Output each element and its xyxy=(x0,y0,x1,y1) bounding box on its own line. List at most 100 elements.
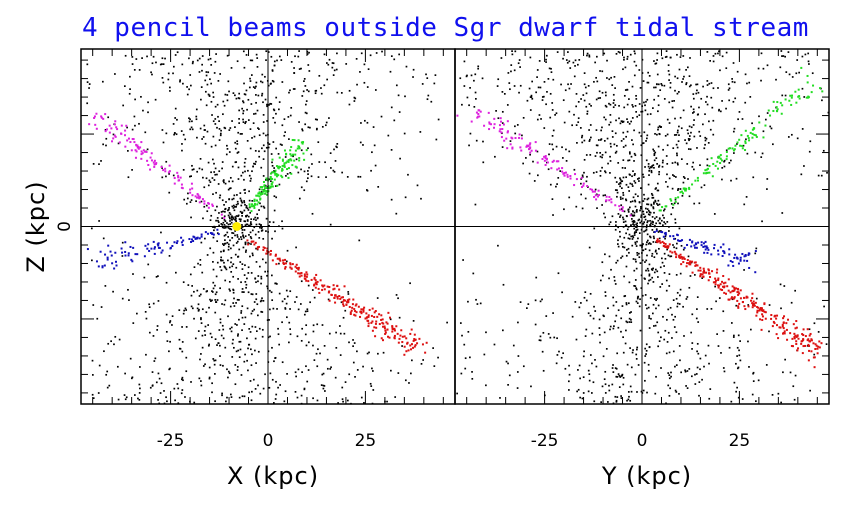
star-point xyxy=(609,142,612,145)
star-point xyxy=(621,166,624,169)
red-beam-point xyxy=(717,277,720,280)
star-point xyxy=(460,372,463,375)
star-point xyxy=(673,175,676,177)
star-point xyxy=(138,399,141,401)
red-beam-point xyxy=(363,306,366,309)
star-point xyxy=(751,393,754,396)
star-point xyxy=(286,316,288,319)
green-beam-point xyxy=(280,169,283,172)
star-point xyxy=(295,296,298,298)
red-beam-point xyxy=(295,267,298,270)
magenta-beam-point xyxy=(125,124,128,127)
green-beam-point xyxy=(289,153,292,156)
star-point xyxy=(596,144,599,147)
blue-beam-point xyxy=(192,240,195,243)
star-point xyxy=(688,85,691,88)
magenta-beam-point xyxy=(198,197,201,200)
blue-beam-point xyxy=(672,235,675,238)
star-point xyxy=(176,118,178,121)
star-point xyxy=(239,197,242,200)
red-beam-point xyxy=(689,263,692,266)
green-beam-point xyxy=(287,159,290,162)
red-beam-point xyxy=(275,263,278,266)
red-beam-point xyxy=(393,327,396,330)
star-point xyxy=(617,226,620,229)
red-beam-point xyxy=(300,271,303,274)
red-beam-point xyxy=(781,325,784,328)
star-point xyxy=(232,216,234,219)
red-beam-point xyxy=(278,258,281,261)
star-point xyxy=(238,238,240,240)
star-point xyxy=(253,308,256,311)
star-point xyxy=(754,151,757,154)
blue-beam-point xyxy=(678,239,681,242)
star-point xyxy=(770,127,773,130)
star-point xyxy=(634,241,637,244)
star-point xyxy=(242,101,245,104)
star-point xyxy=(221,217,223,220)
magenta-beam-point xyxy=(593,190,596,193)
star-point xyxy=(138,383,141,386)
star-point xyxy=(695,317,698,320)
star-point xyxy=(721,166,724,169)
magenta-beam-point xyxy=(105,128,108,131)
star-point xyxy=(552,78,555,81)
star-point xyxy=(300,186,303,189)
star-point xyxy=(616,396,619,398)
star-point xyxy=(645,259,648,262)
red-beam-point xyxy=(348,305,351,308)
red-beam-point xyxy=(727,278,730,281)
star-point xyxy=(674,75,676,78)
star-point xyxy=(188,88,190,91)
star-point xyxy=(535,276,538,279)
red-beam-point xyxy=(771,325,774,328)
star-point xyxy=(675,274,678,276)
red-beam-point xyxy=(403,345,406,348)
star-point xyxy=(317,348,319,351)
star-point xyxy=(272,141,275,143)
star-point xyxy=(232,263,235,265)
star-point xyxy=(528,172,531,175)
red-beam-point xyxy=(378,313,381,316)
star-point xyxy=(308,70,311,72)
star-point xyxy=(655,249,657,252)
star-point xyxy=(768,304,771,306)
star-point xyxy=(608,223,611,226)
green-beam-point xyxy=(262,180,265,183)
blue-beam-point xyxy=(693,244,696,247)
red-beam-point xyxy=(703,269,706,272)
red-beam-point xyxy=(256,246,259,249)
star-point xyxy=(397,297,399,300)
red-beam-point xyxy=(327,291,330,294)
magenta-beam-point xyxy=(605,199,608,202)
magenta-beam-point xyxy=(557,160,560,163)
star-point xyxy=(576,63,579,66)
red-beam-point xyxy=(351,303,354,306)
star-point xyxy=(251,252,254,255)
star-point xyxy=(649,278,652,281)
magenta-beam-point xyxy=(543,155,546,158)
star-point xyxy=(513,69,516,72)
star-point xyxy=(362,365,364,368)
star-point xyxy=(650,317,652,320)
star-point xyxy=(412,76,414,78)
star-point xyxy=(622,376,625,379)
star-point xyxy=(154,98,157,101)
star-point xyxy=(686,129,689,132)
star-point xyxy=(651,255,653,257)
star-point xyxy=(705,101,707,103)
green-beam-point xyxy=(821,90,824,93)
star-point xyxy=(706,84,709,86)
star-point xyxy=(667,308,670,311)
star-point xyxy=(264,98,267,101)
star-point xyxy=(794,374,797,377)
star-point xyxy=(323,53,326,56)
green-beam-point xyxy=(680,190,683,193)
star-point xyxy=(294,55,296,58)
star-point xyxy=(124,54,127,57)
blue-beam-point xyxy=(188,238,191,241)
star-point xyxy=(198,308,200,311)
star-point xyxy=(353,342,356,344)
magenta-beam-point xyxy=(551,160,554,163)
blue-beam-point xyxy=(198,237,201,240)
